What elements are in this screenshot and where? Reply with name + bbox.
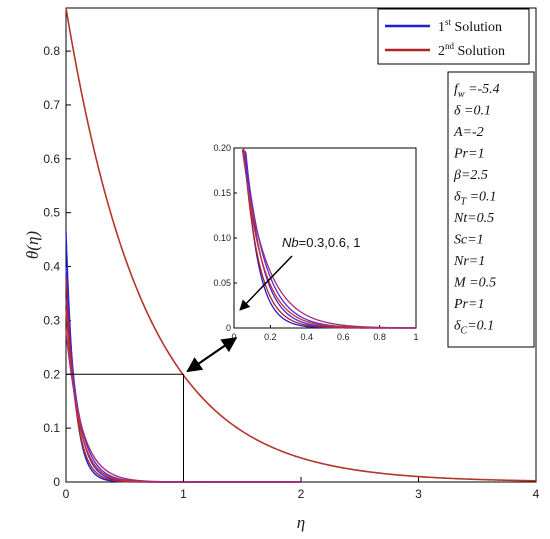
param-line: A=-2 [453, 125, 484, 140]
param-symbol: Nt [453, 211, 468, 226]
inset-plot: 0 0.2 0.4 0.6 0.8 1 0 0.05 0.10 0.15 0.20 [213, 143, 418, 342]
param-box-frame [447, 71, 535, 348]
param-line: Nr=1 [453, 254, 485, 269]
param-value: =-2 [463, 125, 484, 140]
param-value: =1 [468, 297, 484, 312]
y-tick-label: 0.2 [43, 367, 60, 381]
y-tick-label: 0.3 [43, 313, 60, 327]
y-tick-label: 0.7 [43, 98, 60, 112]
zoom-arrow [186, 337, 238, 373]
param-line: M =0.5 [453, 276, 496, 291]
x-tick-label: 4 [533, 487, 540, 501]
param-symbol: Nr [453, 254, 469, 269]
param-symbol: f [454, 82, 460, 97]
inset-x-tick-label: 0.2 [264, 332, 277, 342]
inset-x-tick-label: 0.6 [337, 332, 350, 342]
inset-y-tick-label: 0.20 [213, 143, 231, 153]
legend-box [377, 8, 530, 65]
legend-label-text: Solution [451, 20, 502, 35]
inset-x-tick-label: 0.8 [373, 332, 386, 342]
param-value: =-5.4 [465, 82, 500, 97]
param-symbol: M [453, 276, 467, 291]
param-value: =0.1 [466, 190, 496, 205]
param-subscript: C [461, 326, 468, 337]
x-tick-label: 2 [298, 487, 305, 501]
param-line: Pr=1 [453, 147, 484, 162]
y-tick-label: 0 [53, 475, 60, 489]
param-line: β=2.5 [453, 168, 488, 183]
y-tick-label: 0.8 [43, 44, 60, 58]
param-value: =2.5 [461, 168, 488, 183]
param-line: δT =0.1 [454, 190, 497, 208]
param-symbol: δ [454, 319, 461, 334]
parameter-box: fw =-5.4δ =0.1A=-2Pr=1β=2.5δT =0.1Nt=0.5… [447, 71, 535, 348]
y-tick-label: 0.6 [43, 152, 60, 166]
y-axis-label: θ(η) [23, 231, 42, 259]
param-line: fw =-5.4 [454, 82, 500, 100]
param-value: =0.1 [461, 104, 491, 119]
param-symbol: δ [454, 104, 461, 119]
param-value: =0.5 [467, 211, 494, 226]
nb-annotation-var: Nb [282, 235, 299, 250]
x-tick-label: 1 [180, 487, 187, 501]
nb-annotation: Nb=0.3,0.6, 1 [282, 235, 360, 250]
inset-y-tick-label: 0.15 [213, 188, 231, 198]
y-tick-label: 0.4 [43, 260, 60, 274]
param-subscript: w [458, 89, 465, 100]
param-symbol: A [453, 125, 463, 140]
legend-label-text: Solution [454, 44, 505, 59]
param-symbol: β [453, 168, 461, 183]
legend-label-base: 1 [438, 20, 445, 35]
param-value: =0.5 [466, 276, 496, 291]
x-tick-label: 0 [63, 487, 70, 501]
inset-y-tick-label: 0.05 [213, 278, 231, 288]
x-tick-label: 3 [415, 487, 422, 501]
param-line: Pr=1 [453, 297, 484, 312]
legend-label: 1st Solution [438, 17, 502, 35]
param-line: Sc=1 [454, 233, 484, 248]
nb-arrow [239, 255, 293, 311]
legend-label-sup: nd [445, 41, 455, 51]
annotation-group: Nb=0.3,0.6, 1 [186, 235, 360, 373]
main-plot: 0 1 2 3 4 0 0.1 0.2 0.3 0.4 0.5 0.6 0.7 0.8 η θ(η) [23, 7, 540, 532]
param-line: Nt=0.5 [453, 211, 494, 226]
inset-x-tick-label: 0.4 [301, 332, 314, 342]
param-symbol: Pr [453, 147, 469, 162]
param-value: =1 [469, 254, 485, 269]
legend-label: 2nd Solution [438, 41, 505, 59]
inset-series-line-5 [241, 149, 416, 329]
param-line: δ =0.1 [454, 104, 491, 119]
series-line-6 [65, 7, 537, 482]
inset-y-tick-label: 0 [226, 323, 231, 333]
param-line: δC=0.1 [454, 319, 494, 337]
param-value: =1 [467, 233, 483, 248]
inset-x-tick-label: 0 [231, 332, 236, 342]
param-symbol: δ [454, 190, 461, 205]
inset-x-tick-label: 1 [413, 332, 418, 342]
y-tick-label: 0.1 [43, 421, 60, 435]
inset-y-tick-label: 0.10 [213, 233, 231, 243]
x-axis-label: η [297, 513, 305, 532]
param-symbol: Pr [453, 297, 469, 312]
param-value: =1 [468, 147, 484, 162]
nb-annotation-values: =0.3,0.6, 1 [299, 235, 361, 250]
y-tick-label: 0.5 [43, 206, 60, 220]
legend-label-base: 2 [438, 44, 445, 59]
legend-label-sup: st [445, 17, 452, 27]
param-subscript: T [461, 197, 468, 208]
param-value: =0.1 [467, 319, 494, 334]
param-symbol: Sc [454, 233, 468, 248]
